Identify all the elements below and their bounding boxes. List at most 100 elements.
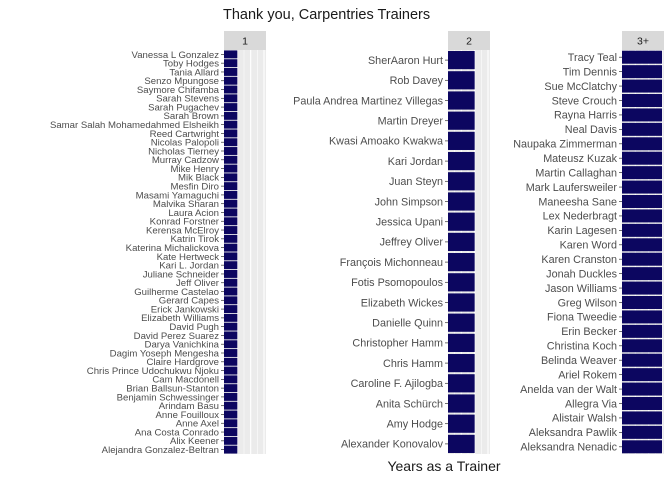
bar — [224, 270, 238, 278]
bar — [622, 339, 662, 353]
bar — [622, 411, 662, 425]
bar — [224, 296, 238, 305]
bar — [224, 103, 238, 112]
bar — [622, 324, 662, 338]
chart-title: Thank you, Carpentries Trainers — [223, 7, 430, 23]
bar — [224, 340, 238, 349]
y-tick-label: Laura Acion — [168, 208, 219, 219]
bar — [224, 182, 238, 191]
y-tick-label: Saymore Chifamba — [137, 85, 220, 96]
bar — [224, 226, 238, 234]
facet-strip-label: 1 — [242, 36, 248, 48]
y-tick-label: Ariel Rokem — [558, 369, 617, 381]
facet-strip-label: 3+ — [637, 36, 649, 48]
bar — [224, 94, 238, 103]
bar — [224, 164, 238, 173]
y-tick-label: Darya Vanichkina — [145, 340, 220, 351]
bar — [224, 401, 238, 410]
bar — [224, 428, 238, 436]
y-tick-label: Tracy Teal — [568, 52, 617, 64]
y-tick-label: Danielle Quinn — [372, 317, 443, 329]
bar — [448, 152, 475, 171]
y-tick-label: Jonah Duckles — [546, 268, 617, 280]
bar — [224, 50, 238, 59]
y-tick-label: Mik Black — [178, 173, 219, 184]
bar — [448, 394, 475, 413]
y-tick-label: Mateusz Kuzak — [543, 153, 617, 165]
y-tick-label: Fotis Psomopoulos — [351, 277, 443, 289]
y-tick-label: Paula Andrea Martinez Villegas — [293, 95, 443, 107]
bar — [224, 147, 238, 155]
x-axis-label: Years as a Trainer — [387, 458, 500, 474]
y-tick-label: Rayna Harris — [554, 110, 618, 122]
y-tick-label: Anne Axel — [176, 419, 219, 430]
bar — [224, 366, 238, 375]
y-tick-label: SherAaron Hurt — [368, 55, 443, 67]
y-tick-label: Naupaka Zimmerman — [513, 139, 617, 151]
bar — [448, 374, 475, 393]
y-tick-label: Juliane Schneider — [143, 269, 220, 280]
bar — [224, 155, 238, 164]
y-tick-label: Chris Prince Udochukwu Njoku — [87, 366, 219, 377]
bar — [448, 354, 475, 373]
y-tick-label: Fiona Tweedie — [547, 312, 617, 324]
y-tick-label: Sarah Pugachev — [148, 102, 219, 113]
y-tick-label: Belinda Weaver — [541, 355, 617, 367]
y-tick-label: Benjamin Schwessinger — [117, 392, 220, 403]
y-tick-label: Jeff Oliver — [176, 278, 220, 289]
bar — [448, 313, 475, 332]
bar — [622, 108, 662, 122]
y-tick-label: Caroline F. Ajilogba — [351, 378, 443, 390]
bar — [224, 305, 238, 314]
bar — [448, 232, 475, 251]
y-tick-label: Amy Hodge — [387, 418, 443, 430]
facet-strip — [448, 31, 490, 50]
y-tick-label: Masami Yamaguchi — [136, 190, 219, 201]
y-tick-label: Juan Steyn — [389, 176, 443, 188]
y-tick-label: Martin Dreyer — [378, 115, 444, 127]
y-tick-label: Alejandra Gonzalez-Beltran — [102, 445, 219, 456]
bar — [622, 79, 662, 93]
y-tick-label: Neal Davis — [565, 124, 618, 136]
bar — [224, 384, 238, 393]
bar — [622, 238, 662, 252]
bar — [622, 353, 662, 367]
bar — [622, 166, 662, 180]
y-tick-label: Anne Fouilloux — [156, 410, 220, 421]
bar — [224, 129, 238, 138]
bar — [224, 287, 238, 296]
bar — [622, 281, 662, 295]
bar — [448, 131, 475, 150]
y-tick-label: Arindam Basu — [159, 401, 219, 412]
panel-background — [448, 50, 490, 454]
bar — [448, 91, 475, 110]
bar — [622, 382, 662, 396]
y-tick-label: Samar Salah Mohamedahmed Elsheikh — [50, 120, 219, 131]
bar — [622, 368, 662, 382]
y-tick-label: Martin Callaghan — [535, 167, 617, 179]
y-tick-label: Karen Word — [560, 240, 617, 252]
y-tick-label: Aleksandra Nenadic — [520, 442, 617, 454]
y-tick-label: Maneesha Sane — [538, 196, 617, 208]
bar — [224, 331, 238, 340]
bar — [224, 252, 238, 261]
facet-strip — [622, 31, 664, 50]
bar — [224, 436, 238, 445]
y-tick-label: Claire Hardgrove — [146, 357, 219, 368]
y-tick-label: Reed Cartwright — [150, 129, 220, 140]
bar — [448, 333, 475, 352]
bar — [224, 243, 238, 252]
y-tick-label: Katerina Michalickova — [126, 243, 220, 254]
bar — [622, 50, 662, 64]
bar — [622, 223, 662, 237]
bar — [224, 445, 238, 454]
y-tick-label: François Michonneau — [340, 257, 443, 269]
bar — [224, 357, 238, 366]
bar — [224, 111, 238, 120]
bar — [224, 375, 238, 384]
y-tick-label: Karin Lagesen — [547, 225, 617, 237]
bar — [224, 349, 238, 357]
bar — [448, 273, 475, 292]
